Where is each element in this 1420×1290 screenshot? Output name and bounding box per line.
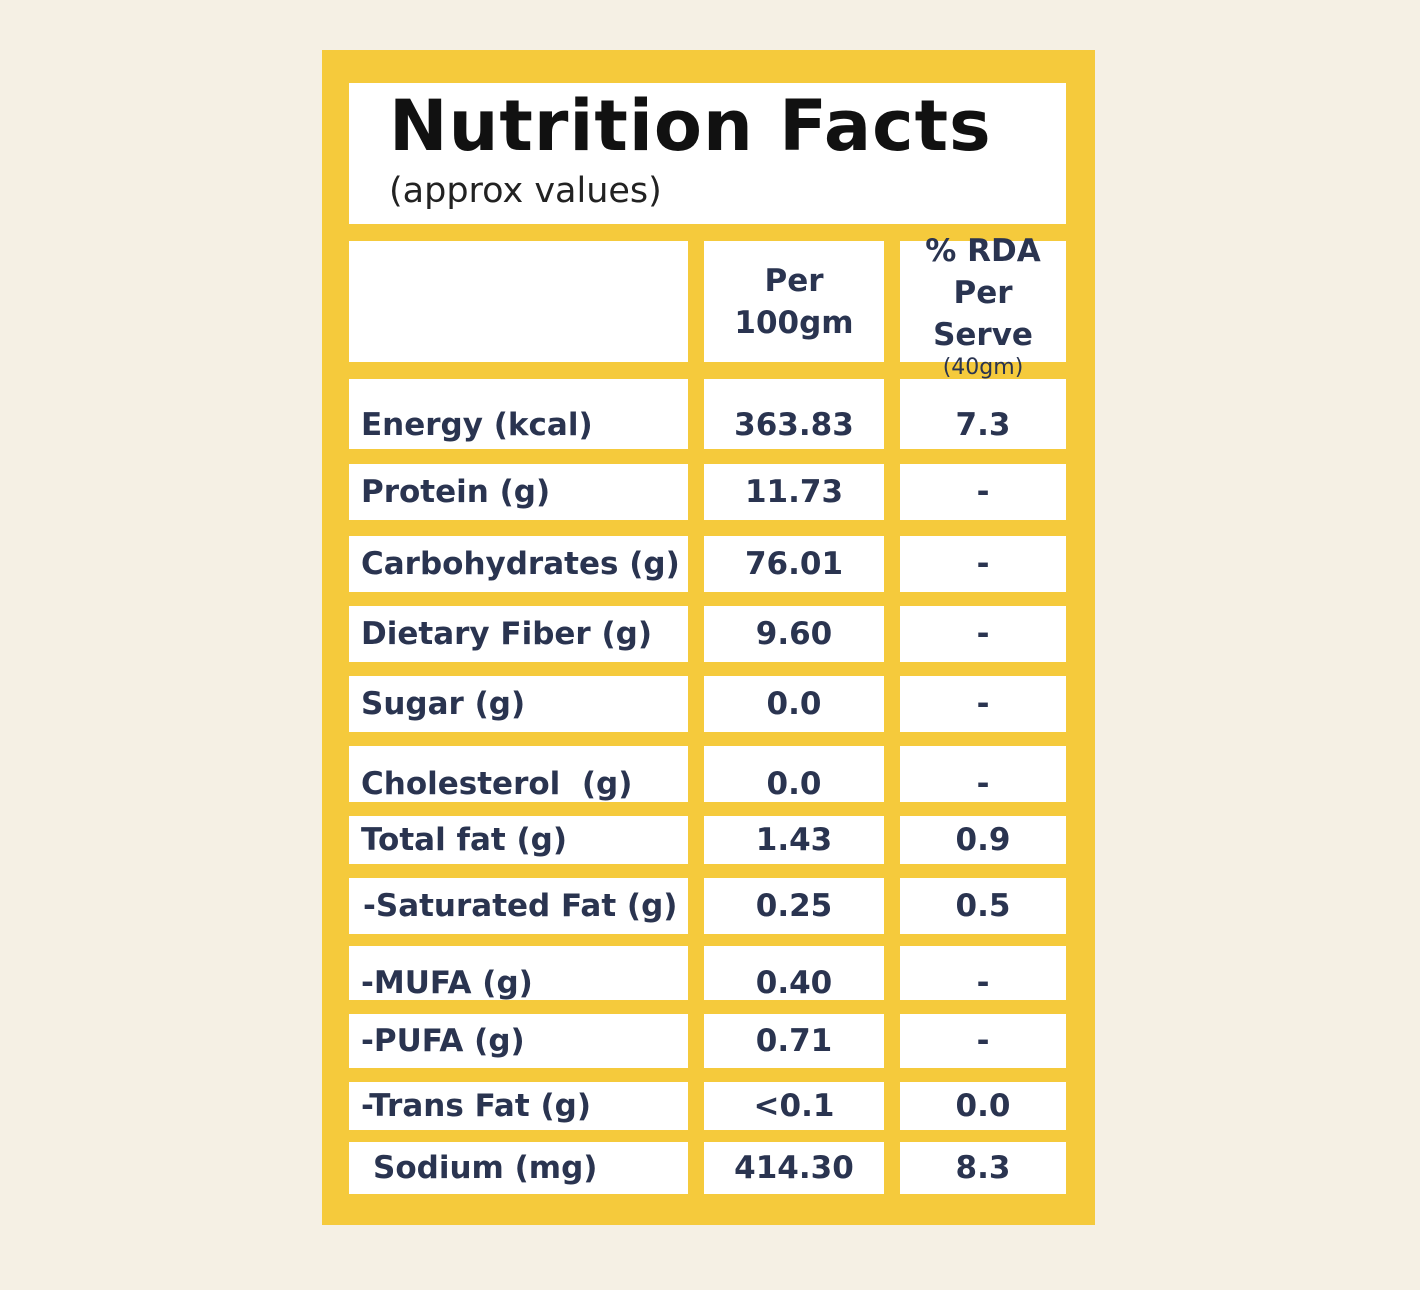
row-per-100gm-value: 0.25 (704, 878, 884, 934)
row-rda-value: - (900, 746, 1066, 802)
header-100gm: 100gm (734, 304, 854, 341)
nutrition-title: Nutrition Facts (389, 85, 992, 167)
row-rda-value: - (900, 946, 1066, 1001)
row-per-100gm-value: 1.43 (704, 816, 884, 864)
row-label: -MUFA (g) (349, 946, 688, 1001)
header-per: Per (764, 262, 824, 299)
row-per-100gm-value: 0.0 (704, 746, 884, 802)
row-label: -Saturated Fat (g) (349, 878, 688, 934)
row-per-100gm-value: 11.73 (704, 464, 884, 520)
row-rda-value: 0.9 (900, 816, 1066, 864)
row-label: Carbohydrates (g) (349, 536, 688, 592)
header-empty-cell (349, 241, 688, 362)
row-per-100gm-value: 363.83 (704, 379, 884, 449)
row-label: Energy (kcal) (349, 379, 688, 449)
row-rda-value: 0.0 (900, 1082, 1066, 1130)
title-box: Nutrition Facts (approx values) (349, 83, 1066, 224)
row-rda-value: 8.3 (900, 1142, 1066, 1194)
row-rda-value: - (900, 464, 1066, 520)
row-rda-value: 7.3 (900, 379, 1066, 449)
row-label: Sodium (mg) (349, 1142, 688, 1194)
header-per-100gm: Per 100gm (704, 241, 884, 362)
row-rda-value: - (900, 536, 1066, 592)
header-rda-per-serve: % RDA Per Serve (40gm) (900, 233, 1066, 379)
row-per-100gm-value: <0.1 (704, 1082, 884, 1130)
row-label: -Trans Fat (g) (349, 1082, 688, 1130)
row-label: Cholesterol (g) (349, 746, 688, 802)
row-rda-value: - (900, 606, 1066, 662)
row-per-100gm-value: 76.01 (704, 536, 884, 592)
row-per-100gm-value: 0.40 (704, 946, 884, 1001)
nutrition-subtitle: (approx values) (389, 171, 662, 211)
row-label: Dietary Fiber (g) (349, 606, 688, 662)
nutrition-panel: Nutrition Facts (approx values) Per 100g… (322, 50, 1095, 1225)
row-label: Total fat (g) (349, 816, 688, 864)
row-rda-value: - (900, 1014, 1066, 1068)
row-per-100gm-value: 9.60 (704, 606, 884, 662)
row-per-100gm-value: 0.71 (704, 1014, 884, 1068)
row-rda-value: - (900, 676, 1066, 732)
row-per-100gm-value: 0.0 (704, 676, 884, 732)
row-label: Sugar (g) (349, 676, 688, 732)
header-rda: % RDA (925, 232, 1041, 269)
row-per-100gm-value: 414.30 (704, 1142, 884, 1194)
row-label: -PUFA (g) (349, 1014, 688, 1068)
header-serve-size: (40gm) (942, 354, 1024, 380)
row-label: Protein (g) (349, 464, 688, 520)
header-per-serve: Per Serve (933, 274, 1033, 353)
row-rda-value: 0.5 (900, 878, 1066, 934)
